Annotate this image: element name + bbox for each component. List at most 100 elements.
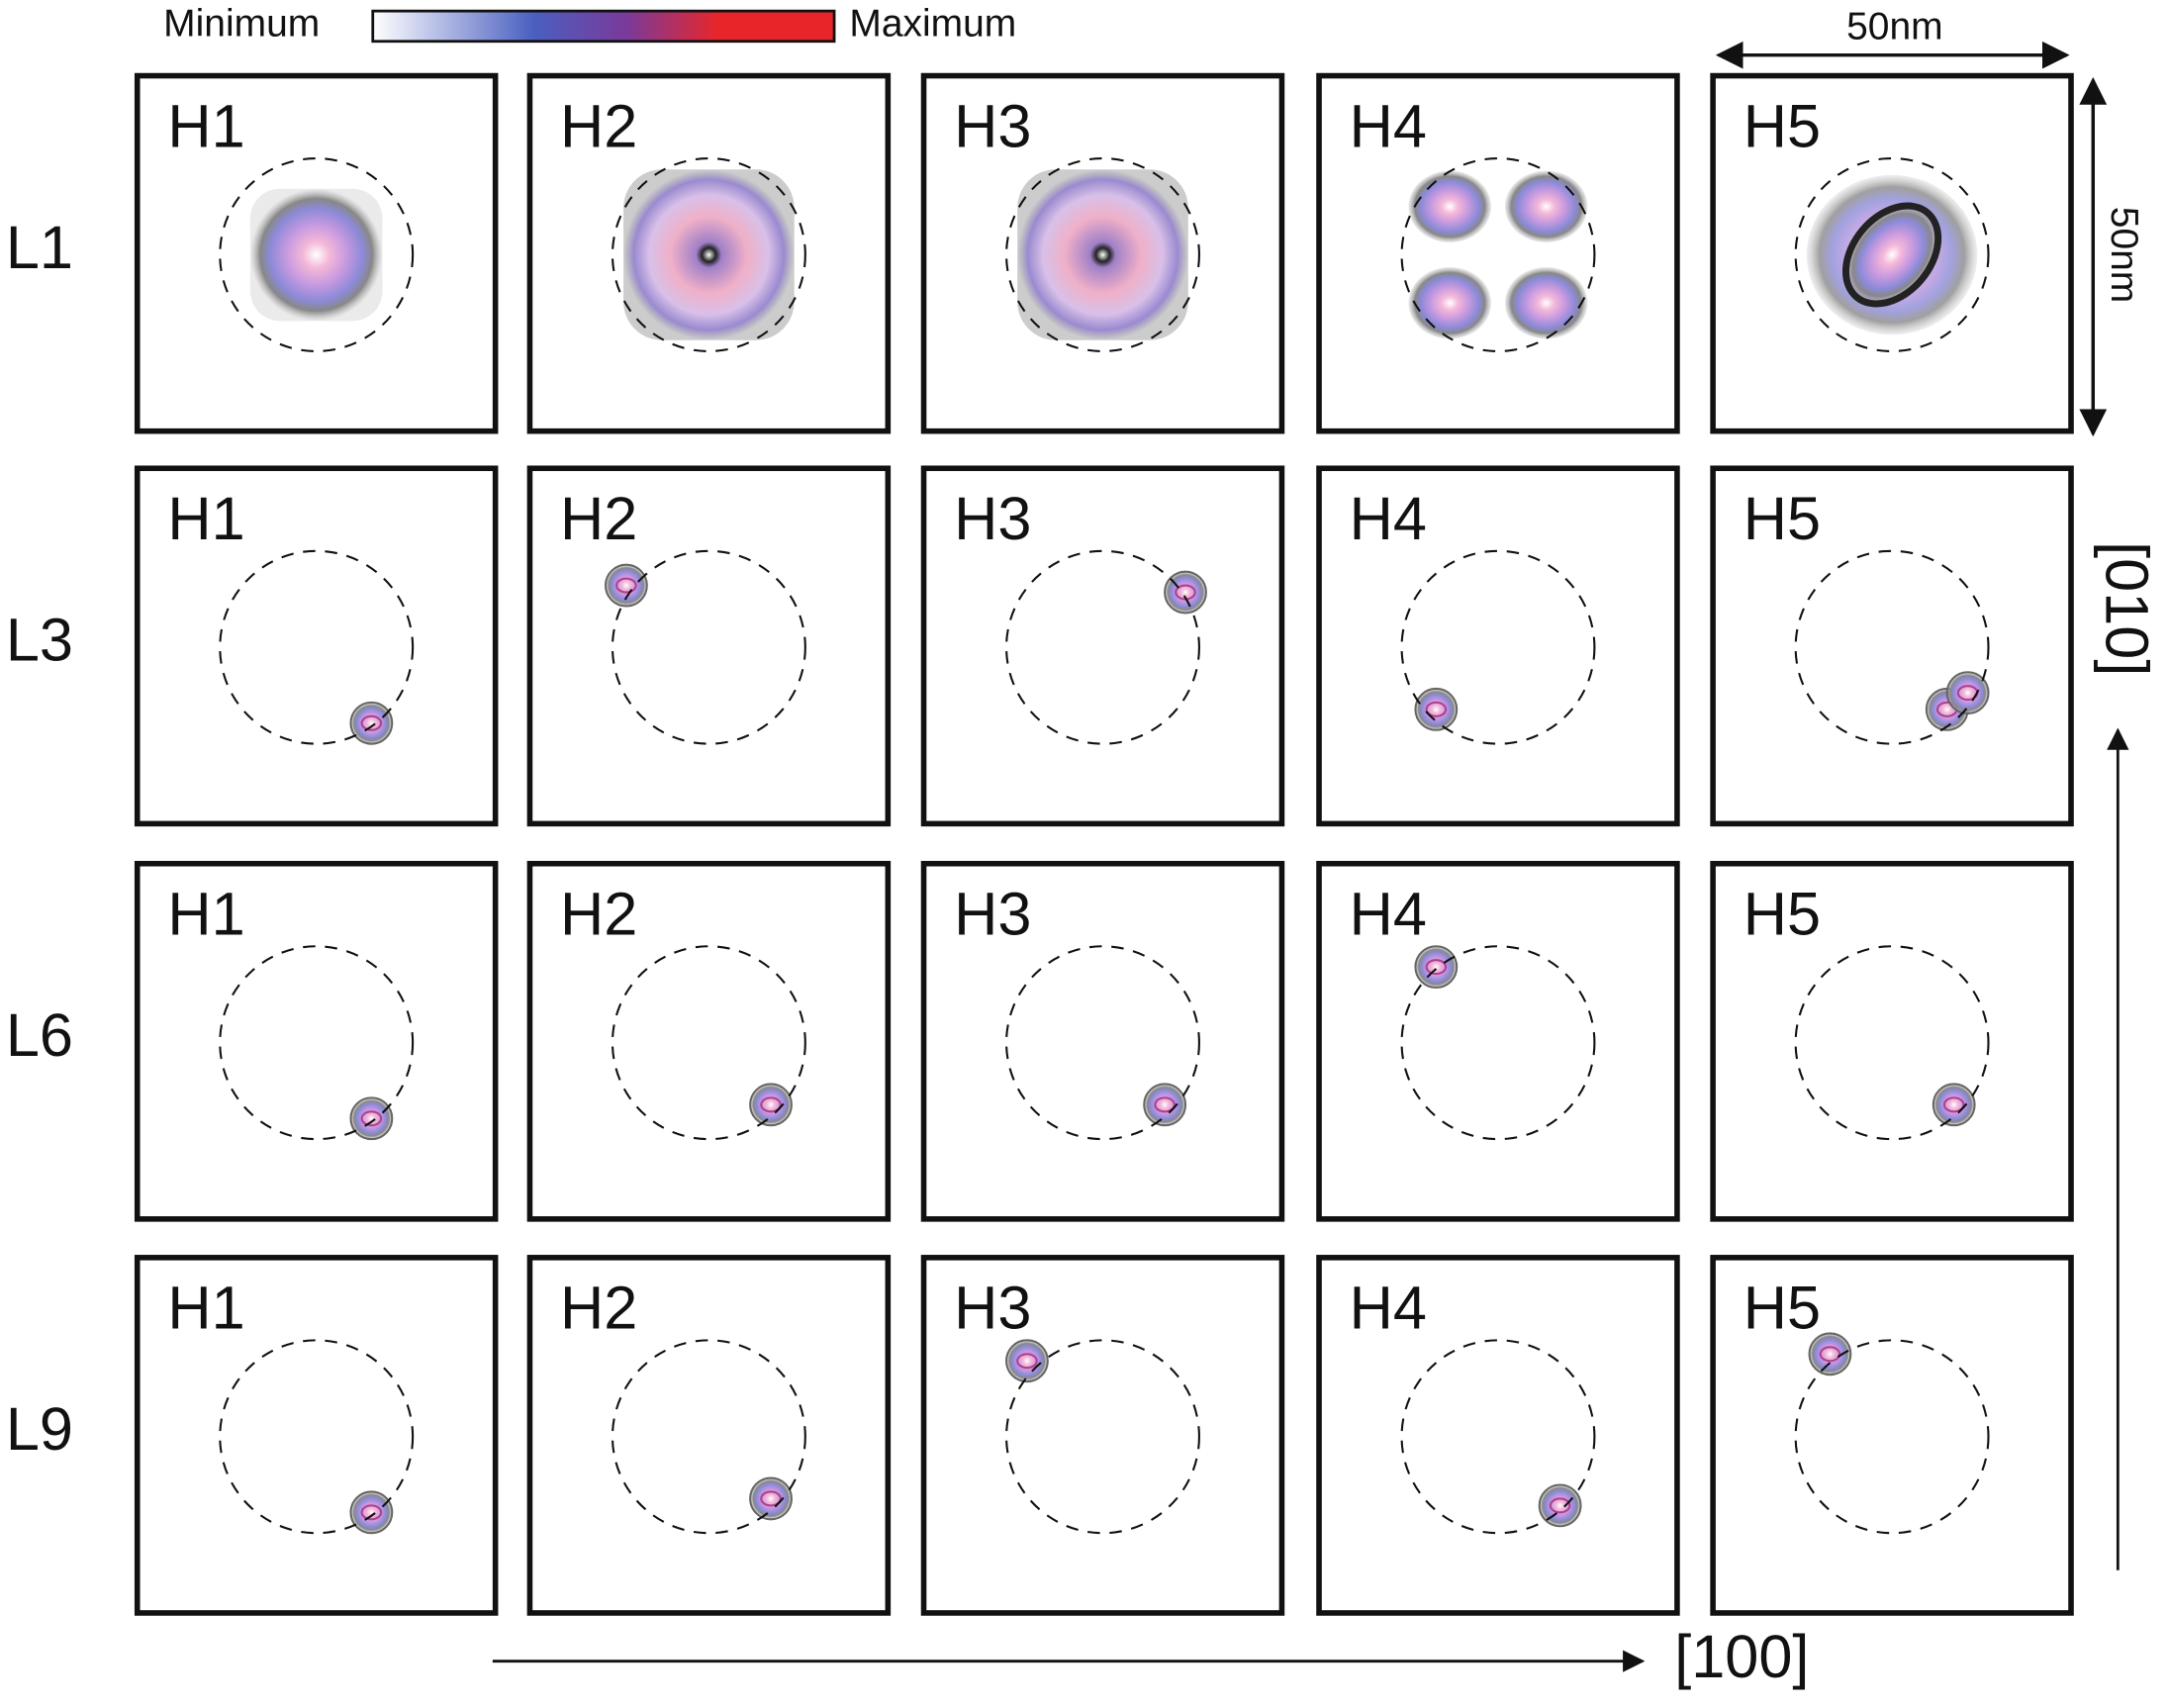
boundary-circle [1005,157,1200,352]
boundary-circle [1794,1339,1990,1535]
row-label: L3 [6,607,73,674]
boundary-circle [1400,157,1596,352]
panel-frame [920,860,1285,1222]
density-spot [349,1490,394,1535]
density-spot [1808,1332,1852,1376]
density-map [623,169,795,340]
row-label: L1 [6,214,73,281]
panel-label: H2 [560,92,637,159]
density-spot [349,1096,394,1141]
boundary-circle [611,945,806,1141]
colorbar-max: Maximum [849,3,1016,46]
panel-label: H2 [560,485,637,552]
boundary-circle [1400,549,1596,745]
panel: H3 [920,465,1285,827]
density-spot-core [360,1504,383,1521]
scale-v-label: 50nm [2103,207,2145,303]
panel-frame [134,860,499,1222]
panel-label: H1 [167,1275,244,1342]
panel-frame [134,465,499,827]
density-spot-core [360,714,383,731]
density-spot-core [1819,1346,1841,1363]
panel: H1 [134,1255,499,1616]
panel-frame [920,465,1285,827]
panel-label: H3 [954,485,1031,552]
axis-y-label: [010] [2093,541,2160,676]
panel: H1 [134,72,499,434]
panel-label: H5 [1743,1275,1821,1342]
density-spot [749,1476,793,1521]
panel-label: H4 [1350,1275,1427,1342]
density-spot [1414,945,1459,990]
panel-label: H3 [954,92,1031,159]
panel-frame [134,1255,499,1616]
density-spot-core [615,577,637,594]
density-spot [1414,687,1459,731]
panel-frame [1710,1255,2074,1616]
row-label: L9 [6,1395,73,1463]
density-lobe [1504,267,1588,339]
panel-label: H4 [1350,92,1427,159]
panel-label: H2 [560,881,637,948]
density-spot [1945,671,1990,715]
row-label: L6 [6,1001,73,1069]
panel: H4 [1316,860,1680,1222]
density-spot-core [1016,1353,1038,1370]
panel: H3 [920,1255,1285,1616]
density-spot [1143,1083,1187,1127]
colorbar-min: Minimum [163,3,320,46]
panel: H2 [526,465,892,827]
panel-label: H4 [1350,881,1427,948]
boundary-circle [219,945,415,1141]
density-spot [1005,1339,1049,1383]
panel: H3 [920,72,1285,434]
colorbar-gradient [371,9,836,44]
density-lobe [1504,170,1588,242]
panel-label: H1 [167,881,244,948]
density-spot [604,563,648,608]
boundary-circle [219,1339,415,1535]
boundary-circle [1400,945,1596,1141]
panel: H2 [526,860,892,1222]
axis-x-label: [100] [1674,1623,1809,1690]
panel-label: H5 [1743,485,1821,552]
panel: H4 [1316,1255,1680,1616]
scale-h-label: 50nm [1846,6,1942,48]
panel: H4 [1316,465,1680,827]
panel-label: H1 [167,92,244,159]
density-spot [349,701,394,745]
panel-frame [526,465,892,827]
density-spot [1538,1483,1582,1528]
panel-frame [920,1255,1285,1616]
boundary-circle [1794,945,1990,1141]
density-spot-core [1425,701,1448,717]
density-spot-core [1942,1096,1965,1113]
density-spot [1164,570,1207,615]
panel-frame [1710,465,2074,827]
panel-label: H3 [954,881,1031,948]
density-core [1841,202,1942,308]
density-map [1017,169,1188,340]
panel-label: H5 [1743,881,1821,948]
density-spot-core [360,1110,383,1127]
boundary-circle [1400,1339,1596,1535]
panel-frame [1316,465,1680,827]
panel-label: H3 [954,1275,1031,1342]
boundary-circle [1794,549,1990,745]
boundary-circle [1005,549,1200,745]
boundary-circle [611,549,806,745]
panel: H1 [134,465,499,827]
panel-frame [1316,860,1680,1222]
panel-frame [1316,72,1680,434]
density-spot-core [760,1490,782,1507]
panel: H5 [1710,465,2074,827]
boundary-circle [611,1339,806,1535]
density-spot-core [1425,959,1448,976]
panel-frame [1316,1255,1680,1616]
density-spot-core [760,1096,782,1113]
density-spot [749,1083,793,1127]
density-spot-core [1549,1497,1571,1514]
panel: H3 [920,860,1285,1222]
density-spot [1931,1083,1976,1127]
